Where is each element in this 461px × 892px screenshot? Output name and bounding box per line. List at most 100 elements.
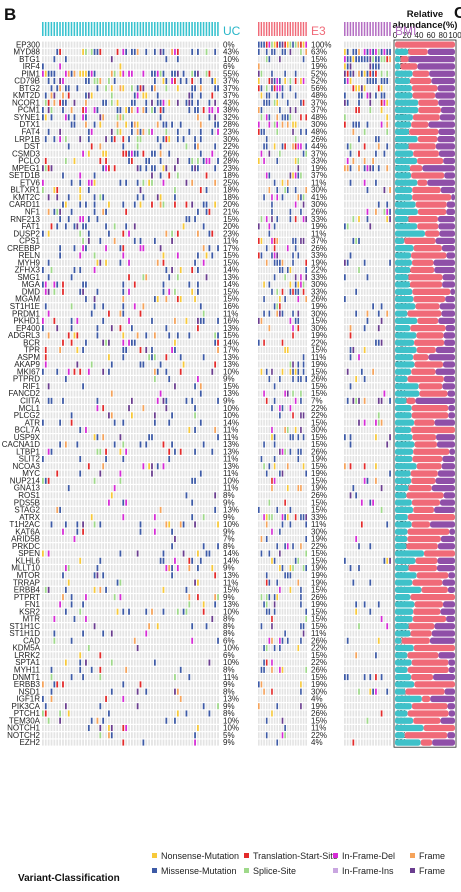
empty-cell [366, 41, 369, 48]
mutation-cell [349, 77, 352, 85]
empty-cell [208, 376, 211, 383]
empty-cell [62, 346, 64, 354]
empty-cell [389, 223, 391, 230]
empty-cell [284, 194, 286, 201]
empty-cell [50, 361, 53, 368]
empty-cell [344, 201, 346, 208]
empty-cell [145, 317, 148, 324]
empty-cell [292, 56, 294, 63]
empty-cell [182, 187, 185, 194]
mutation-cell [108, 339, 110, 346]
empty-cell [165, 346, 168, 354]
empty-cell [386, 288, 389, 295]
empty-cell [113, 288, 116, 295]
empty-cell [182, 63, 185, 70]
empty-cell [217, 172, 219, 179]
empty-cell [205, 361, 208, 368]
empty-cell [217, 114, 219, 121]
empty-cell [125, 383, 128, 390]
empty-cell [148, 288, 151, 295]
empty-cell [133, 194, 136, 201]
empty-cell [281, 150, 284, 157]
matrix-row [344, 85, 391, 92]
empty-cell [99, 354, 102, 361]
empty-cell [346, 310, 349, 317]
empty-cell [268, 274, 271, 281]
mutation-cell [122, 150, 125, 157]
empty-cell [159, 230, 162, 237]
empty-cell [197, 368, 199, 375]
empty-cell [297, 266, 300, 274]
empty-cell [171, 252, 173, 259]
gene-label: RELN [19, 251, 41, 260]
empty-cell [355, 179, 358, 186]
matrix-row [42, 325, 219, 332]
empty-cell [176, 346, 179, 354]
empty-cell [128, 325, 130, 332]
empty-cell [273, 92, 276, 99]
empty-cell [369, 143, 372, 150]
empty-cell [50, 252, 53, 259]
empty-cell [389, 245, 391, 252]
empty-cell [352, 368, 355, 375]
empty-cell [50, 354, 53, 361]
empty-cell [205, 136, 208, 143]
empty-cell [179, 157, 182, 164]
empty-cell [90, 303, 93, 310]
empty-cell [151, 194, 153, 201]
empty-cell [136, 245, 139, 252]
empty-cell [116, 245, 119, 252]
mutation-cell [162, 99, 165, 106]
mutation-cell [96, 259, 99, 266]
empty-cell [205, 325, 208, 332]
empty-cell [294, 85, 297, 92]
empty-cell [281, 136, 284, 143]
empty-cell [366, 354, 369, 361]
empty-cell [47, 85, 50, 92]
empty-cell [156, 85, 159, 92]
empty-cell [105, 201, 107, 208]
empty-cell [122, 368, 125, 375]
empty-cell [191, 274, 194, 281]
matrix-row [258, 259, 307, 266]
mutation-cell [162, 252, 165, 259]
empty-cell [145, 325, 148, 332]
empty-cell [90, 208, 93, 215]
empty-cell [113, 266, 116, 274]
mutation-cell [363, 85, 366, 92]
empty-cell [375, 216, 377, 223]
empty-cell [62, 332, 64, 339]
group-headers: UC E3 BMI [42, 22, 416, 38]
mutation-cell [292, 361, 294, 368]
empty-cell [182, 274, 185, 281]
mutation-cell [188, 107, 191, 114]
mutation-cell [344, 223, 346, 230]
mutation-cell [363, 259, 366, 266]
empty-cell [119, 208, 122, 215]
empty-cell [199, 56, 202, 63]
group-bar-tick [358, 22, 360, 36]
empty-cell [281, 63, 284, 70]
empty-cell [53, 179, 56, 186]
empty-cell [82, 136, 84, 143]
empty-cell [346, 332, 349, 339]
matrix-row [258, 368, 307, 375]
empty-cell [151, 252, 153, 259]
empty-cell [122, 187, 125, 194]
empty-cell [171, 303, 173, 310]
mutation-cell [294, 172, 297, 179]
mutation-cell [375, 77, 377, 85]
mutation-cell [64, 157, 67, 164]
mutation-cell [279, 376, 281, 383]
empty-cell [174, 114, 176, 121]
mutation-cell [102, 150, 105, 157]
empty-cell [70, 187, 73, 194]
empty-cell [188, 201, 191, 208]
empty-cell [346, 136, 349, 143]
empty-cell [76, 187, 79, 194]
empty-cell [122, 63, 125, 70]
empty-cell [292, 245, 294, 252]
mutation-cell [294, 157, 297, 164]
empty-cell [305, 99, 307, 106]
mutation-cell [108, 354, 110, 361]
